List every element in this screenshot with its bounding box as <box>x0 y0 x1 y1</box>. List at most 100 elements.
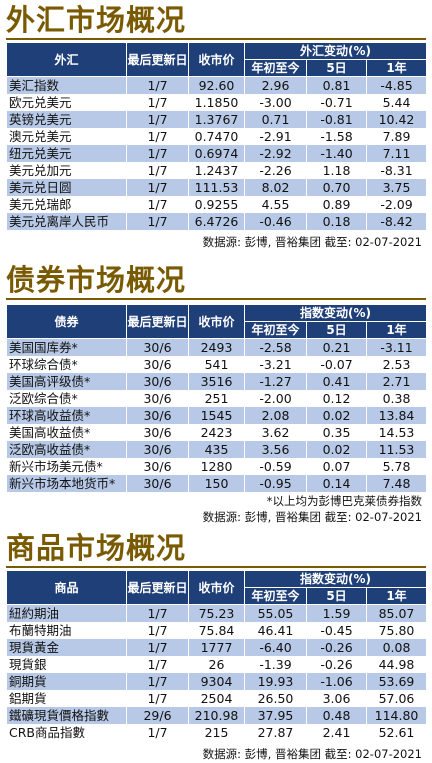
cell-1y: 85.07 <box>366 604 427 622</box>
fx-header-change-group: 外汇变动(%) <box>244 42 427 60</box>
cell-updated: 29/6 <box>126 707 189 724</box>
cell-name: 美国高评级债* <box>6 373 127 390</box>
cell-ytd: 55.05 <box>244 604 307 622</box>
cell-close: 0.9255 <box>188 196 245 213</box>
cell-name: 美国国库券* <box>6 338 127 356</box>
commodities-table-body: 紐約期油 1/7 75.23 55.05 1.59 85.07 布蘭特期油 1/7 75.84 4… <box>6 604 427 741</box>
fx-header-name: 外汇 <box>6 42 127 77</box>
table-row: 紐約期油 1/7 75.23 55.05 1.59 85.07 <box>6 604 427 622</box>
bonds-source: 数据源: 彭博, 晋裕集团 截至: 02-07-2021 <box>202 510 422 524</box>
cell-ytd: -2.00 <box>244 390 307 407</box>
fx-table-body: 美汇指数 1/7 92.60 2.96 0.81 -4.85 欧元兑美元 1/7 1.1850-… <box>6 76 427 230</box>
cell-name: 泛欧高收益债* <box>6 441 127 458</box>
table-row: 銅期貨 1/7 9304 19.93 -1.06 53.69 <box>6 673 427 690</box>
commodities-table: 商品 最后更新日 收市价 指数变动(%) 年初至今 5日 1年 紐約期油 1/7 7… <box>6 570 427 741</box>
cell-name: 美元兑加元 <box>6 162 127 179</box>
cell-close: 210.98 <box>188 707 245 724</box>
fx-section: 外汇市场概况 <box>0 2 432 42</box>
cell-close: 0.6974 <box>188 145 245 162</box>
table-row: CRB商品指數 1/7 215 27.87 2.41 52.61 <box>6 724 427 741</box>
commodities-header-close: 收市价 <box>188 570 245 605</box>
cell-1y: 2.53 <box>366 356 427 373</box>
table-row: 纽元兑美元 1/7 0.6974 -2.92 -1.40 7.11 <box>6 145 427 162</box>
cell-1y: -4.85 <box>366 76 427 94</box>
table-row: 現貨銀 1/7 26 -1.39 -0.26 44.98 <box>6 656 427 673</box>
cell-1y: 7.48 <box>366 475 427 492</box>
cell-updated: 1/7 <box>126 656 189 673</box>
cell-close: 1545 <box>188 407 245 424</box>
table-row: 新兴市场美元债* 30/6 1280 -0.59 0.07 5.78 <box>6 458 427 475</box>
cell-5d: -0.26 <box>306 639 367 656</box>
cell-name: 美元兑离岸人民币 <box>6 213 127 230</box>
cell-ytd: -2.91 <box>244 128 307 145</box>
cell-name: 美元兑日圆 <box>6 179 127 196</box>
cell-updated: 30/6 <box>126 356 189 373</box>
table-row: 美国高评级债* 30/6 3516 -1.27 0.41 2.71 <box>6 373 427 390</box>
commodities-header-change-group: 指数变动(%) <box>244 570 427 588</box>
table-row: 鐵礦現貨價格指數 29/6 210.98 37.95 0.48 114.80 <box>6 707 427 724</box>
cell-updated: 30/6 <box>126 475 189 492</box>
cell-close: 2423 <box>188 424 245 441</box>
cell-1y: 0.08 <box>366 639 427 656</box>
bonds-header-close: 收市价 <box>188 304 245 339</box>
bonds-table: 债券 最后更新日 收市价 指数变动(%) 年初至今 5日 1年 美国国库券* 30… <box>6 304 427 492</box>
cell-name: 新兴市场本地货币* <box>6 475 127 492</box>
cell-name: 欧元兑美元 <box>6 94 127 111</box>
cell-5d: 0.89 <box>306 196 367 213</box>
table-row: 鋁期貨 1/7 2504 26.50 3.06 57.06 <box>6 690 427 707</box>
commodities-title-block: 商品市场概况 <box>6 530 432 570</box>
cell-ytd: 4.55 <box>244 196 307 213</box>
commodities-header-updated: 最后更新日 <box>126 570 189 605</box>
cell-updated: 1/7 <box>126 196 189 213</box>
cell-name: 布蘭特期油 <box>6 622 127 639</box>
cell-close: 1777 <box>188 639 245 656</box>
cell-close: 2504 <box>188 690 245 707</box>
cell-5d: 0.35 <box>306 424 367 441</box>
cell-ytd: -0.59 <box>244 458 307 475</box>
cell-close: 1.3767 <box>188 111 245 128</box>
cell-name: 美国高收益债* <box>6 424 127 441</box>
cell-close: 9304 <box>188 673 245 690</box>
cell-1y: 7.11 <box>366 145 427 162</box>
cell-ytd: 3.62 <box>244 424 307 441</box>
cell-5d: 0.18 <box>306 213 367 230</box>
table-row: 欧元兑美元 1/7 1.1850 -3.00 -0.71 5.44 <box>6 94 427 111</box>
cell-1y: 52.61 <box>366 724 427 741</box>
cell-ytd: 19.93 <box>244 673 307 690</box>
cell-ytd: 3.56 <box>244 441 307 458</box>
cell-name: 美元兑瑞郎 <box>6 196 127 213</box>
cell-close: 3516 <box>188 373 245 390</box>
cell-name: 現貨銀 <box>6 656 127 673</box>
table-row: 美元兑加元 1/7 1.2437 -2.26 1.18 -8.31 <box>6 162 427 179</box>
table-row: 澳元兑美元 1/7 0.7470 -2.91 -1.58 7.89 <box>6 128 427 145</box>
cell-ytd: -2.92 <box>244 145 307 162</box>
cell-updated: 1/7 <box>126 639 189 656</box>
fx-title: 外汇市场概况 <box>6 3 187 37</box>
bonds-header-5d: 5日 <box>306 321 367 339</box>
cell-updated: 1/7 <box>126 94 189 111</box>
cell-name: CRB商品指數 <box>6 724 127 741</box>
cell-updated: 1/7 <box>126 213 189 230</box>
cell-updated: 30/6 <box>126 424 189 441</box>
cell-updated: 1/7 <box>126 604 189 622</box>
cell-ytd: 2.08 <box>244 407 307 424</box>
fx-source: 数据源: 彭博, 晋裕集团 截至: 02-07-2021 <box>202 235 422 249</box>
cell-name: 鋁期貨 <box>6 690 127 707</box>
cell-name: 新兴市场美元债* <box>6 458 127 475</box>
cell-5d: 0.02 <box>306 407 367 424</box>
cell-close: 251 <box>188 390 245 407</box>
cell-5d: 0.12 <box>306 390 367 407</box>
cell-name: 銅期貨 <box>6 673 127 690</box>
cell-1y: 14.53 <box>366 424 427 441</box>
cell-ytd: 0.71 <box>244 111 307 128</box>
fx-header-close: 收市价 <box>188 42 245 77</box>
cell-close: 1280 <box>188 458 245 475</box>
cell-ytd: 37.95 <box>244 707 307 724</box>
cell-name: 环球综合债* <box>6 356 127 373</box>
table-row: 美国国库券* 30/6 2493 -2.58 0.21 -3.11 <box>6 338 427 356</box>
cell-close: 26 <box>188 656 245 673</box>
cell-updated: 30/6 <box>126 373 189 390</box>
cell-ytd: -3.21 <box>244 356 307 373</box>
cell-updated: 30/6 <box>126 407 189 424</box>
cell-updated: 1/7 <box>126 179 189 196</box>
